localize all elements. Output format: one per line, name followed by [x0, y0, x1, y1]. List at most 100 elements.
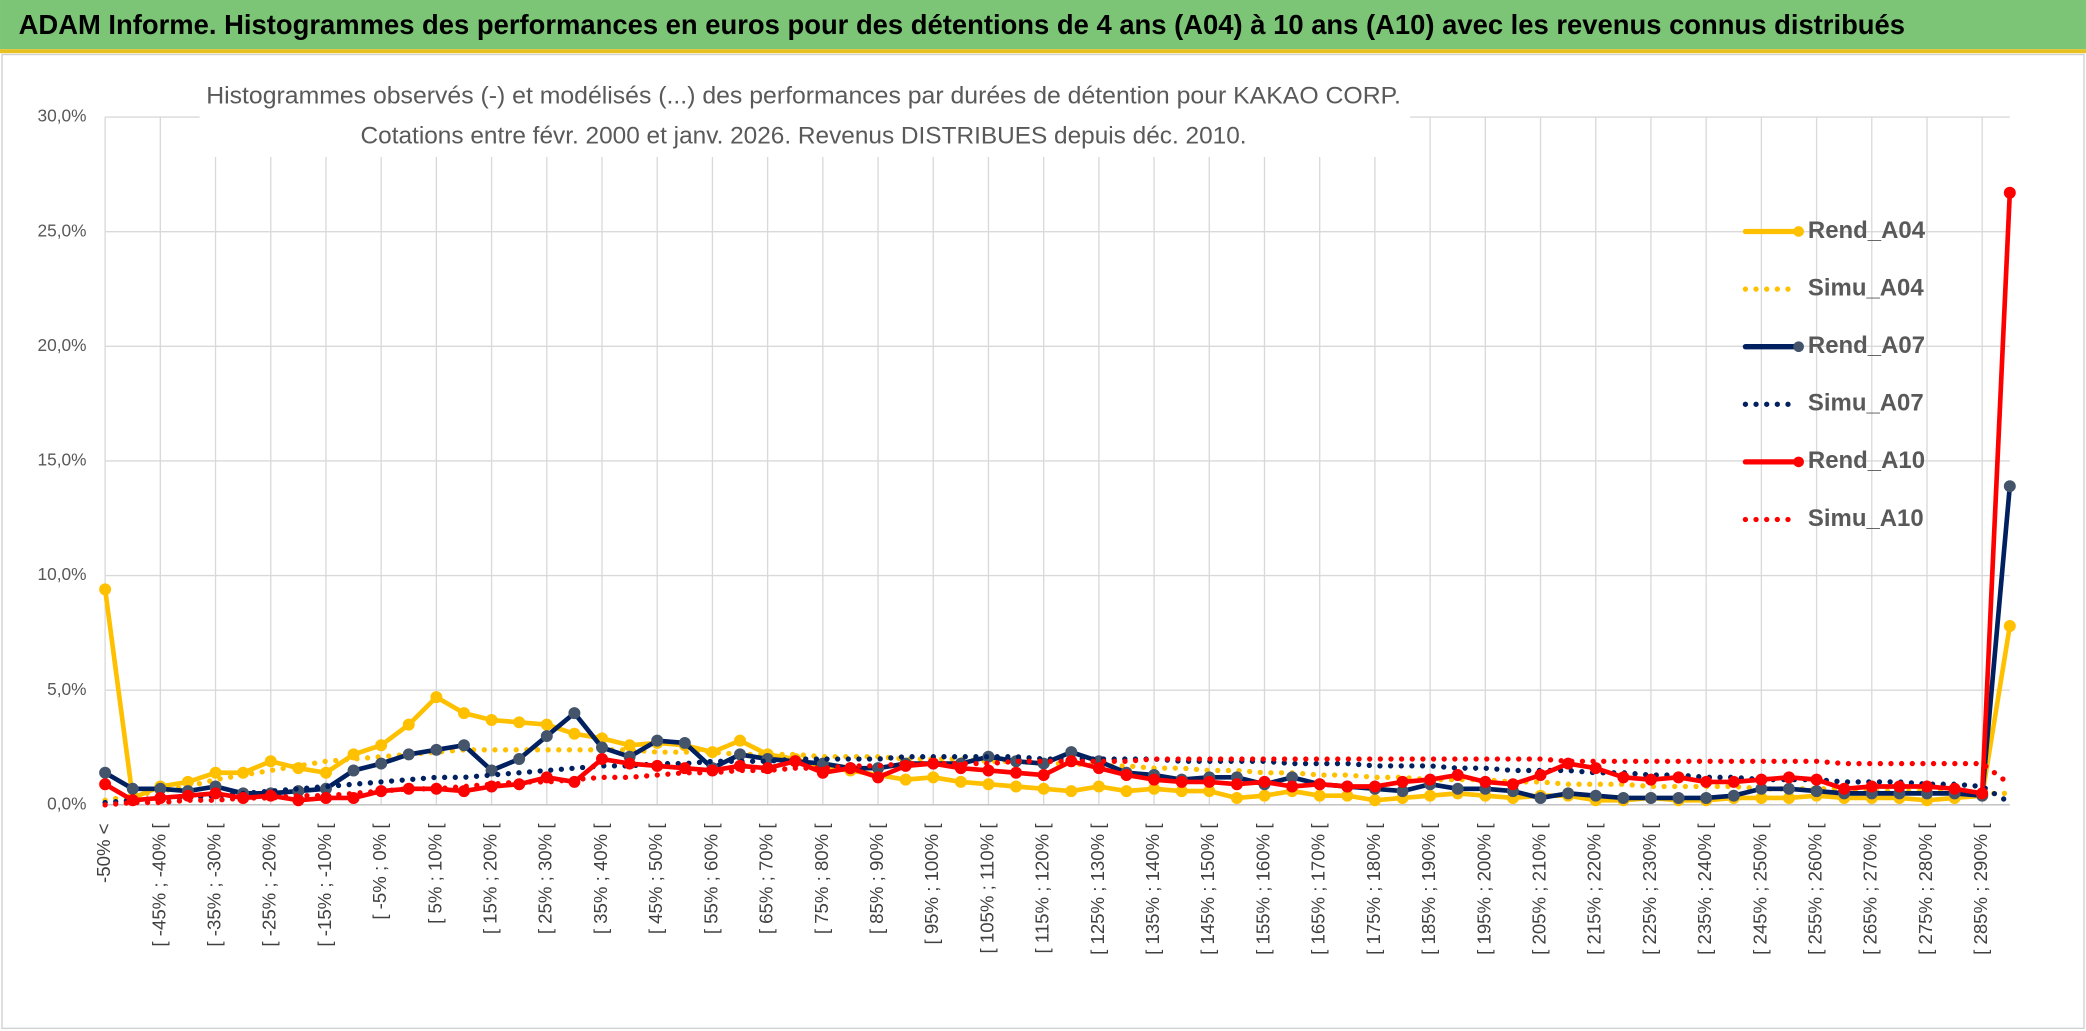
legend-label: Simu_A10 — [1808, 505, 1924, 532]
x-tick-label: [ 65% ; 70% [ — [756, 823, 777, 935]
x-tick-label: [ 75% ; 80% [ — [811, 823, 832, 935]
x-tick-label: [ -25% ; -20% [ — [259, 823, 280, 947]
marker — [99, 766, 112, 779]
marker — [1258, 789, 1271, 802]
legend-label: Rend_A10 — [1808, 447, 1925, 474]
marker — [1120, 769, 1133, 782]
marker — [816, 766, 829, 779]
x-tick-label: [ 255% ; 260% [ — [1805, 823, 1826, 955]
x-tick-label: [ 235% ; 240% [ — [1694, 823, 1715, 955]
legend-marker — [1793, 226, 1804, 237]
x-tick-label: [ 285% ; 290% [ — [1970, 823, 1991, 955]
marker — [209, 766, 222, 779]
marker — [1534, 769, 1547, 782]
marker — [1451, 782, 1464, 795]
x-tick-label: [ 15% ; 20% [ — [480, 823, 501, 935]
y-tick-label: 0,0% — [47, 793, 86, 813]
marker — [540, 718, 553, 731]
marker — [1037, 769, 1050, 782]
marker — [430, 743, 443, 756]
title-rule — [0, 49, 2086, 54]
marker — [1617, 771, 1630, 784]
marker — [954, 762, 967, 775]
marker — [1838, 782, 1851, 795]
legend-label: Simu_A07 — [1808, 390, 1924, 417]
marker — [1782, 771, 1795, 784]
marker — [485, 714, 498, 727]
dotted-line — [102, 756, 2013, 808]
x-tick-label: [ 85% ; 90% [ — [866, 823, 887, 935]
marker — [1230, 791, 1243, 804]
legend-label: Rend_A04 — [1808, 217, 1926, 244]
marker — [1810, 773, 1823, 786]
marker — [1644, 791, 1657, 804]
x-tick-label: [ 135% ; 140% [ — [1142, 823, 1163, 955]
marker — [2003, 186, 2016, 199]
marker — [651, 734, 664, 747]
marker — [872, 771, 885, 784]
x-tick-label: [ 115% ; 120% [ — [1032, 823, 1053, 954]
marker — [347, 764, 360, 777]
x-tick-label: [ -35% ; -30% [ — [203, 823, 224, 947]
marker — [596, 741, 608, 754]
marker — [1092, 780, 1105, 793]
marker — [99, 583, 112, 596]
x-tick-label: [ 155% ; 160% [ — [1252, 823, 1273, 955]
marker — [1203, 775, 1216, 788]
x-tick-label: [ 185% ; 190% [ — [1418, 823, 1439, 955]
dotted-line — [102, 754, 2013, 806]
marker — [1617, 791, 1630, 804]
marker — [596, 753, 608, 765]
marker — [1368, 780, 1381, 793]
marker — [513, 753, 526, 765]
marker — [734, 734, 747, 747]
marker — [1921, 780, 1933, 793]
marker — [402, 748, 415, 761]
marker — [375, 739, 388, 752]
line — [102, 483, 2013, 801]
marker — [1727, 775, 1740, 788]
marker — [2003, 480, 2016, 493]
marker — [1948, 782, 1961, 795]
marker — [927, 771, 940, 784]
marker — [1313, 789, 1326, 802]
chart-subtitle: Cotations entre févr. 2000 et janv. 2026… — [361, 122, 1247, 149]
marker — [319, 766, 332, 779]
marker — [1424, 773, 1437, 786]
marker — [1782, 782, 1795, 795]
x-tick-label: [ 35% ; 40% [ — [590, 823, 611, 935]
marker — [678, 736, 691, 749]
y-tick-label: 30,0% — [37, 106, 86, 126]
marker — [99, 778, 112, 791]
x-tick-label: [ -15% ; -10% [ — [314, 823, 335, 947]
marker — [375, 757, 388, 770]
marker — [540, 730, 553, 743]
x-tick-label: [ 45% ; 50% [ — [645, 823, 666, 935]
marker — [623, 757, 636, 770]
legend-label: Rend_A07 — [1808, 332, 1925, 359]
marker — [1092, 762, 1105, 775]
y-tick-label: 15,0% — [37, 450, 86, 470]
marker — [1037, 782, 1050, 795]
title-bar — [0, 0, 2086, 50]
marker — [457, 739, 470, 752]
marker — [485, 764, 498, 777]
x-tick-label: [ -45% ; -40% [ — [148, 823, 169, 947]
marker — [1755, 773, 1768, 786]
marker — [1589, 762, 1602, 775]
marker — [734, 748, 747, 761]
marker — [1589, 789, 1602, 802]
marker — [1865, 780, 1878, 793]
marker — [2003, 620, 2016, 633]
marker — [402, 718, 415, 731]
x-tick-label: [ -5% ; 0% [ — [369, 823, 390, 920]
y-tick-label: 10,0% — [37, 564, 86, 584]
x-tick-label: [ 245% ; 250% [ — [1749, 823, 1770, 955]
title-backdrop — [199, 79, 1411, 157]
marker — [899, 773, 912, 786]
x-tick-label: [ 265% ; 270% [ — [1860, 823, 1881, 955]
x-tick-label: [ 165% ; 170% [ — [1308, 823, 1329, 955]
x-tick-label: [ 175% ; 180% [ — [1363, 823, 1384, 955]
marker — [651, 759, 664, 772]
x-tick-label: [ 215% ; 220% [ — [1584, 823, 1605, 955]
